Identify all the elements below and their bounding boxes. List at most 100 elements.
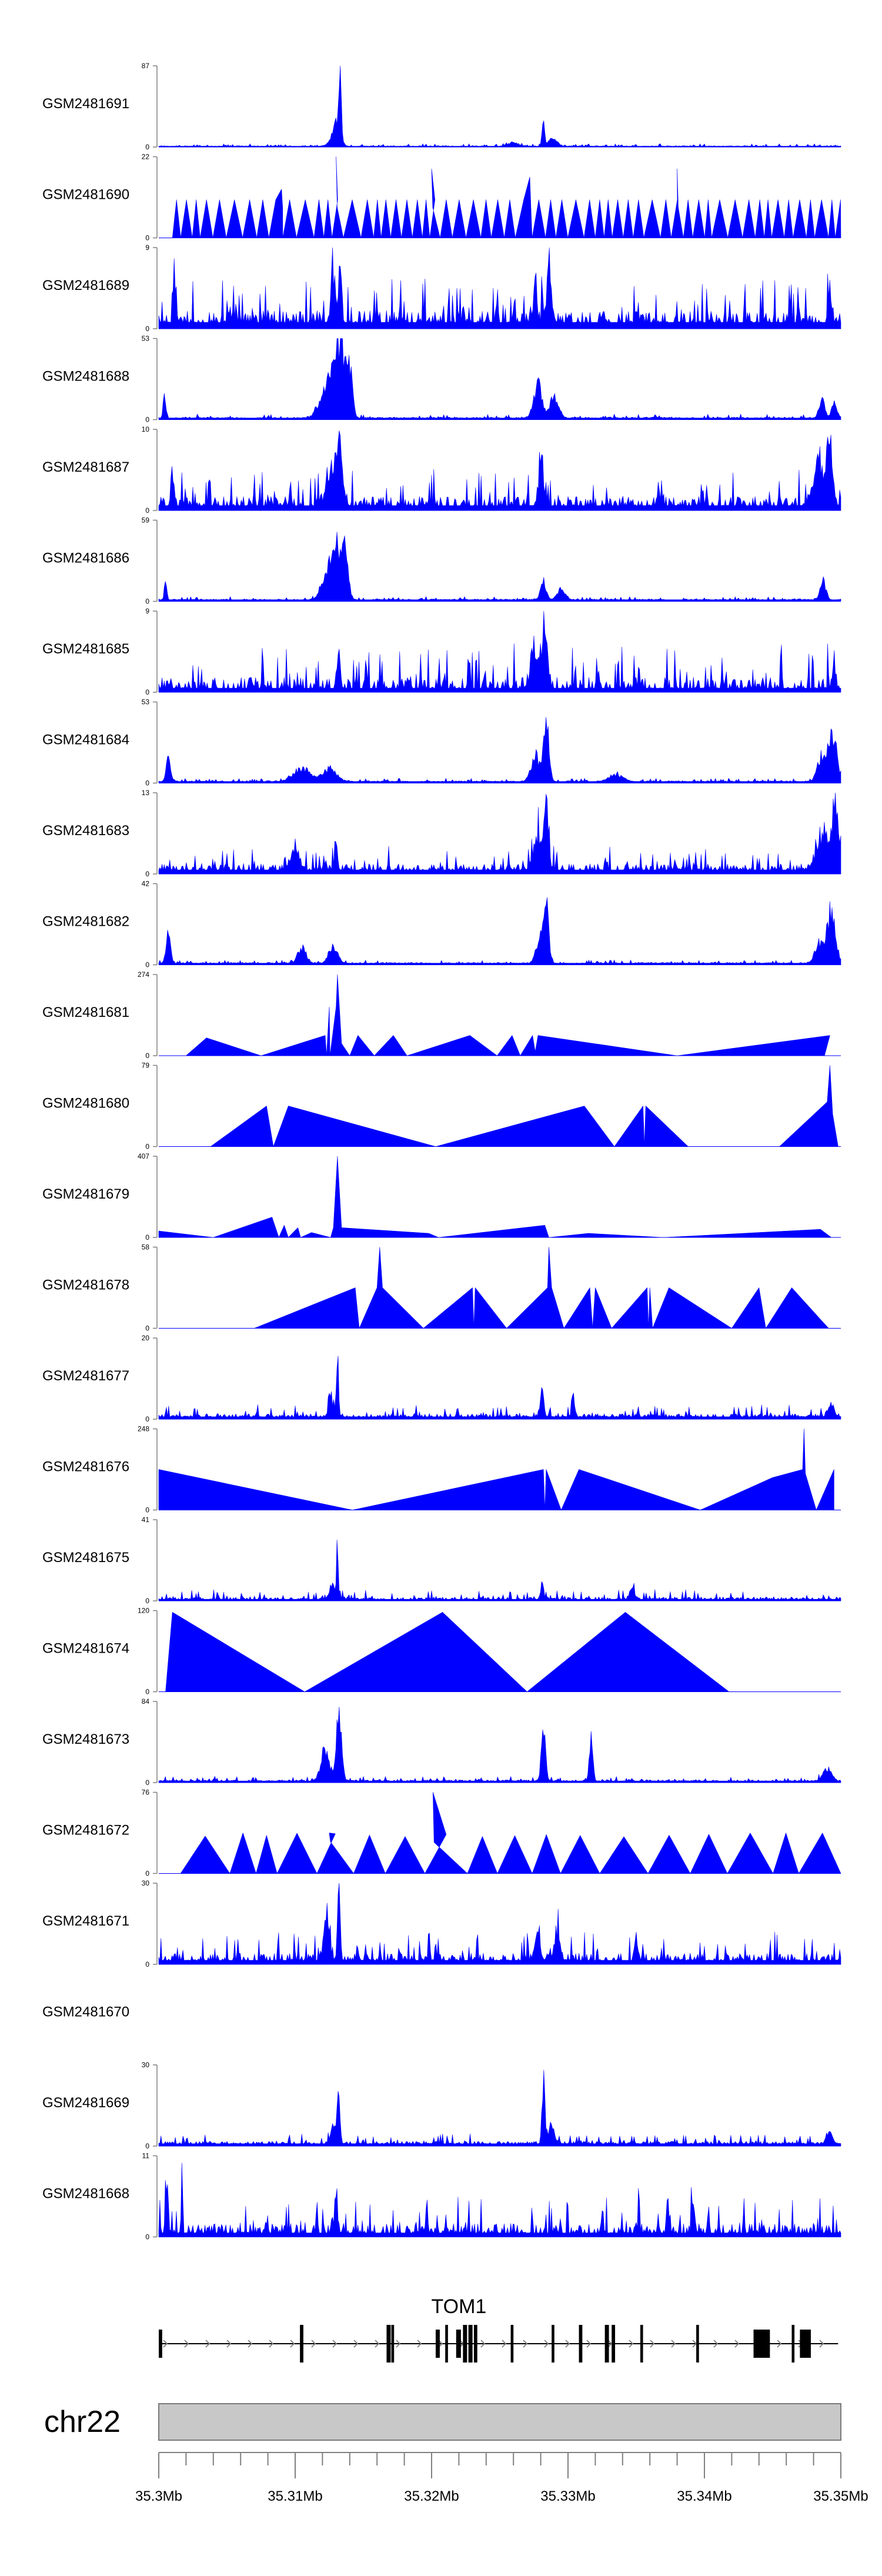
strand-arrow: [311, 2340, 316, 2348]
strand-arrow: [502, 2340, 507, 2348]
track-name-label: GSM2481677: [42, 1368, 129, 1384]
strand-arrow: [607, 2340, 613, 2348]
track-GSM2481673: GSM2481673 84 0: [42, 1697, 841, 1787]
coverage-area: [158, 431, 841, 511]
exon: [640, 2325, 643, 2363]
track-GSM2481680: GSM2481680 79 0: [42, 1062, 841, 1151]
track-name-label: GSM2481673: [42, 1731, 129, 1747]
coverage-area: [158, 1429, 834, 1510]
coverage-area: [186, 974, 830, 1056]
track-name-label: GSM2481674: [42, 1641, 129, 1657]
coverage-area: [165, 1612, 730, 1692]
y-axis-min-label: 0: [145, 1052, 149, 1060]
axis-tick-label: 35.31Mb: [268, 2488, 322, 2504]
chromosome-ideogram: [158, 2403, 841, 2441]
y-axis-max-label: 79: [142, 1062, 150, 1070]
y-axis-min-label: 0: [145, 688, 149, 696]
track-GSM2481668: GSM2481668 11 0: [42, 2152, 841, 2241]
coverage-area: [158, 247, 841, 329]
y-axis-max-label: 20: [142, 1334, 150, 1342]
chromosome-label: chr22: [44, 2405, 121, 2439]
axis-tick-label: 35.35Mb: [813, 2488, 868, 2504]
y-axis-max-label: 53: [142, 335, 150, 343]
track-GSM2481674: GSM2481674 120 0: [42, 1607, 841, 1696]
y-axis-min-label: 0: [145, 1960, 149, 1968]
exon: [159, 2330, 162, 2358]
track-GSM2481669: GSM2481669 30 0: [42, 2061, 841, 2150]
strand-arrow: [332, 2340, 338, 2348]
exon: [456, 2330, 461, 2358]
track-name-label: GSM2481669: [42, 2095, 129, 2111]
y-axis-min-label: 0: [145, 1778, 149, 1787]
y-axis-min-label: 0: [145, 506, 149, 515]
y-axis-min-label: 0: [145, 961, 149, 969]
strand-arrow: [734, 2340, 740, 2348]
track-name-label: GSM2481670: [42, 2004, 129, 2020]
track-name-label: GSM2481687: [42, 459, 129, 475]
strand-arrow: [184, 2340, 189, 2348]
track-GSM2481682: GSM2481682 42 0: [42, 880, 841, 969]
track-name-label: GSM2481679: [42, 1186, 129, 1202]
strand-arrow: [586, 2340, 592, 2348]
y-axis-min-label: 0: [145, 2142, 149, 2150]
exon: [753, 2330, 770, 2358]
gene-exons: [159, 2325, 811, 2363]
track-GSM2481685: GSM2481685 9 0: [42, 607, 841, 696]
track-GSM2481672: GSM2481672 76 0: [42, 1788, 841, 1878]
coverage-area: [180, 1792, 841, 1874]
strand-arrow: [523, 2340, 528, 2348]
coverage-area: [172, 156, 841, 238]
track-name-label: GSM2481690: [42, 187, 129, 203]
strand-arrow: [480, 2340, 486, 2348]
y-axis-max-label: 9: [145, 607, 149, 615]
y-axis-max-label: 10: [142, 425, 150, 433]
axis-tick-label: 35.33Mb: [540, 2488, 595, 2504]
exon: [468, 2325, 473, 2363]
track-name-label: GSM2481689: [42, 278, 129, 293]
track-GSM2481690: GSM2481690 22 0: [42, 153, 841, 242]
strand-arrow: [353, 2340, 359, 2348]
track-GSM2481679: GSM2481679 407 0: [42, 1152, 841, 1242]
coverage-area: [158, 1156, 832, 1238]
coverage-area: [158, 1707, 841, 1783]
track-GSM2481687: GSM2481687 10 0: [42, 425, 841, 515]
track-name-label: GSM2481691: [42, 96, 129, 112]
track-name-label: GSM2481682: [42, 914, 129, 930]
y-axis-max-label: 120: [138, 1607, 149, 1615]
strand-arrow: [290, 2340, 295, 2348]
y-axis-min-label: 0: [145, 1143, 149, 1151]
strand-arrow: [269, 2340, 274, 2348]
y-axis-max-label: 41: [142, 1516, 150, 1524]
exon: [463, 2325, 467, 2363]
track-GSM2481681: GSM2481681 274 0: [42, 970, 841, 1060]
strand-arrow: [375, 2340, 380, 2348]
y-axis-max-label: 407: [138, 1152, 149, 1160]
y-axis-max-label: 9: [145, 243, 149, 252]
axis-tick-label: 35.3Mb: [135, 2488, 182, 2504]
strand-arrow: [819, 2340, 824, 2348]
strand-arrow: [565, 2340, 570, 2348]
y-axis-min-label: 0: [145, 870, 149, 878]
track-GSM2481689: GSM2481689 9 0: [42, 243, 841, 333]
track-GSM2481671: GSM2481671 30 0: [42, 1879, 841, 1968]
exon: [391, 2325, 395, 2363]
strand-arrow: [777, 2340, 782, 2348]
strand-arrow: [671, 2340, 676, 2348]
exon: [791, 2325, 795, 2363]
track-name-label: GSM2481668: [42, 2186, 129, 2202]
y-axis-max-label: 30: [142, 2061, 150, 2069]
y-axis-max-label: 42: [142, 880, 150, 888]
coverage-area: [158, 2163, 841, 2237]
track-GSM2481686: GSM2481686 59 0: [42, 516, 841, 606]
coverage-area: [158, 610, 841, 693]
strand-arrow: [692, 2340, 697, 2348]
y-axis-min-label: 0: [145, 1870, 149, 1878]
y-axis-min-label: 0: [145, 325, 149, 333]
y-axis-min-label: 0: [145, 234, 149, 242]
y-axis-min-label: 0: [145, 598, 149, 606]
y-axis-max-label: 53: [142, 698, 150, 706]
track-GSM2481678: GSM2481678 58 0: [42, 1243, 841, 1333]
strand-arrow: [629, 2340, 634, 2348]
exon: [612, 2325, 616, 2363]
